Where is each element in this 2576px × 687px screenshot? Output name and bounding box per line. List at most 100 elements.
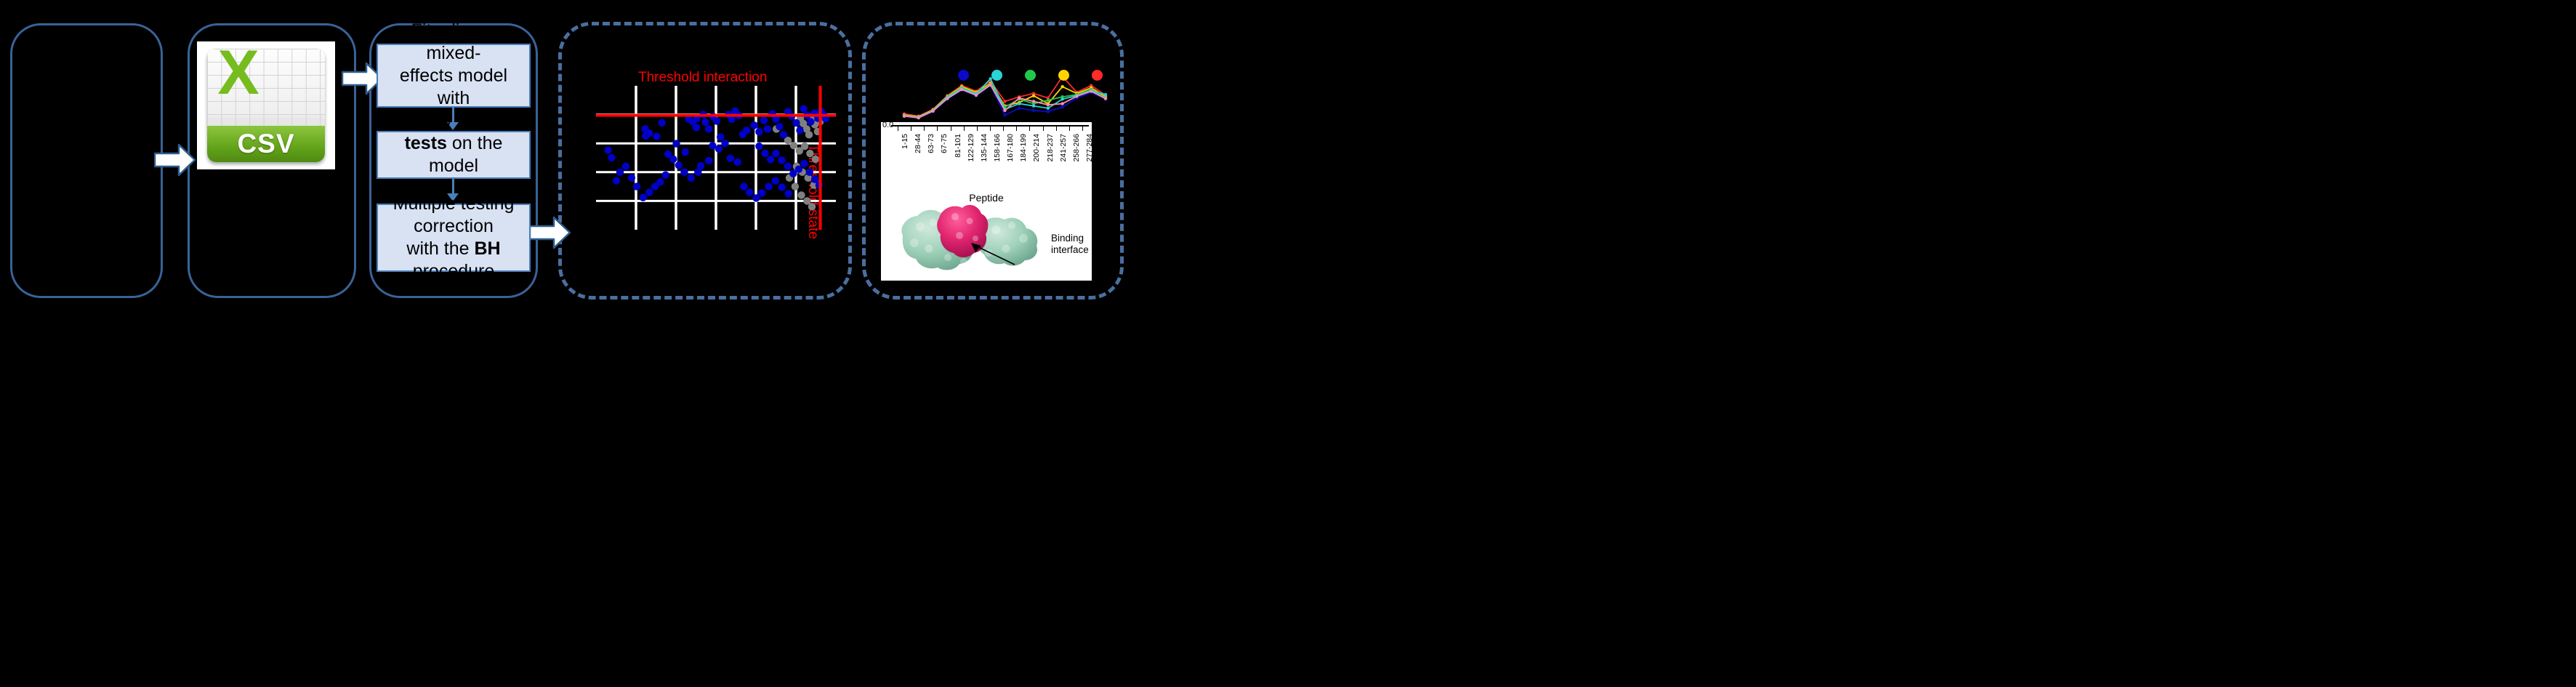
- line-series-marker: [917, 116, 920, 120]
- line-series-marker: [1060, 95, 1064, 99]
- arrow-input-to-csv: [154, 142, 196, 177]
- line-series-marker: [1018, 96, 1021, 100]
- connector-2: [452, 179, 454, 195]
- line-series-marker: [1046, 106, 1050, 111]
- peptide-tick: [1029, 125, 1031, 131]
- line-series-marker: [1060, 102, 1064, 105]
- proc2-bold: Wald tests: [404, 111, 501, 153]
- connector-1: [452, 108, 454, 124]
- volcano-scatter-plot: [596, 86, 836, 230]
- excel-x-icon: X: [217, 49, 259, 108]
- proc3-bh: BH: [474, 238, 501, 259]
- line-series-marker: [1031, 102, 1036, 105]
- line-series-marker: [1046, 98, 1050, 103]
- line-series-marker: [989, 83, 992, 87]
- process-box-bh-correction[interactable]: Multiple testing correction with the BH …: [377, 193, 531, 281]
- csv-format-label: CSV: [237, 129, 295, 158]
- peptide-tick: [1042, 125, 1044, 131]
- line-series-marker: [974, 93, 978, 97]
- peptide-tick-label: 218-237: [1045, 134, 1055, 162]
- line-series-marker: [1060, 105, 1064, 109]
- scatter-points-significant: [604, 105, 830, 202]
- peptide-tick: [963, 125, 965, 131]
- peptide-tick: [1003, 125, 1005, 131]
- line-series-marker: [1018, 102, 1021, 105]
- line-series-marker: [989, 77, 992, 81]
- stage-panel-statistics: [369, 23, 538, 298]
- peptide-tick-label: 167-180: [1006, 134, 1015, 162]
- scatter-svg: [596, 86, 836, 230]
- proc3-line3post: procedure: [412, 261, 495, 281]
- peptide-tick-label: 67-75: [940, 134, 949, 153]
- line-series-marker: [946, 97, 949, 100]
- scatter-gridlines: [596, 86, 836, 230]
- line-series-marker: [1018, 106, 1021, 111]
- line-series-marker: [1003, 108, 1007, 113]
- peptide-tick-label: 122-129: [966, 134, 975, 162]
- line-series-marker: [1075, 95, 1079, 98]
- proc3-line3pre: with the: [406, 238, 475, 259]
- csv-sheet-body: X CSV: [207, 49, 325, 162]
- proc1-reml: REML: [386, 110, 438, 131]
- line-series-marker: [959, 87, 964, 92]
- y-axis-tick-label: 0.0: [882, 122, 894, 129]
- peptide-tick: [976, 125, 978, 131]
- peptide-tick-label: 184-199: [1019, 134, 1029, 162]
- binding-interface-pointer: [971, 243, 1015, 265]
- connector-1-arrowhead: [447, 122, 459, 130]
- peptide-tick-label: 277-284: [1084, 134, 1092, 162]
- line-series-marker: [1003, 100, 1007, 103]
- peptide-tick: [937, 125, 938, 131]
- stage-panel-scatter: [558, 22, 852, 300]
- peptide-tick-label: 135-144: [979, 134, 989, 162]
- peptide-tick-label: 241-257: [1058, 134, 1068, 162]
- stage-panel-input: [10, 23, 163, 298]
- peptide-tick-label: 63-73: [927, 134, 936, 153]
- peptide-tick: [1082, 125, 1083, 131]
- peptide-tick-label: 28-44: [914, 134, 923, 153]
- binding-line1: Binding: [1051, 233, 1084, 244]
- arrow-csv-to-stats: [342, 61, 384, 96]
- proc3-line2: correction: [414, 216, 494, 236]
- peptide-tick-label: 81-101: [953, 134, 962, 158]
- peptide-tick-label: 158-166: [993, 134, 1002, 162]
- peptide-tick: [990, 125, 991, 131]
- proc3-line1: Multiple testing: [393, 193, 515, 214]
- line-chart-legend: [958, 70, 1103, 83]
- protein-structure-image: [901, 204, 1038, 270]
- csv-format-band: CSV: [207, 126, 325, 162]
- line-series-marker: [1103, 97, 1108, 100]
- line-series-marker: [1031, 92, 1036, 95]
- stage-panel-structure: [862, 22, 1124, 300]
- peptide-line-chart: [902, 74, 1108, 120]
- line-series-marker: [1090, 89, 1093, 93]
- peptide-axis-title: Peptide: [969, 192, 1004, 204]
- process-box-fit-model[interactable]: Fit a linear mixed- effects model with R…: [377, 20, 531, 131]
- line-series-marker: [1060, 97, 1064, 101]
- binding-line2: interface: [1051, 244, 1089, 255]
- binding-interface-annotation: Binding interface: [1051, 233, 1089, 256]
- protein-magenta-highlights: [951, 213, 978, 241]
- line-series-marker: [1031, 100, 1036, 103]
- legend-dot: [958, 70, 969, 81]
- line-chart-series-group: [902, 74, 1108, 120]
- line-series-marker: [1031, 94, 1036, 97]
- structure-inset-card: 0.0 1-15 28-44 63-73 67-75 81-101 122-129 135-…: [881, 122, 1092, 281]
- line-series-marker: [1103, 92, 1108, 97]
- proc1-line1: Fit a linear mixed-: [411, 20, 496, 63]
- proc1-line2: effects model with: [399, 65, 508, 108]
- proc2-pre: Apply: [406, 111, 458, 131]
- line-series-marker: [1003, 113, 1007, 117]
- line-series-marker: [1090, 84, 1093, 87]
- line-series-marker: [1046, 103, 1050, 107]
- legend-dot: [1025, 70, 1036, 81]
- line-series-marker: [1046, 96, 1050, 100]
- line-series-marker: [902, 114, 906, 118]
- process-box-wald-tests[interactable]: Apply Wald tests on the model parameters: [377, 111, 531, 198]
- threshold-interaction-label: Threshold interaction: [638, 70, 768, 85]
- peptide-tick: [924, 125, 925, 131]
- csv-spreadsheet-grid: [207, 49, 325, 127]
- peptide-tick-label: 1-15: [901, 134, 910, 150]
- peptide-tick: [1016, 125, 1018, 131]
